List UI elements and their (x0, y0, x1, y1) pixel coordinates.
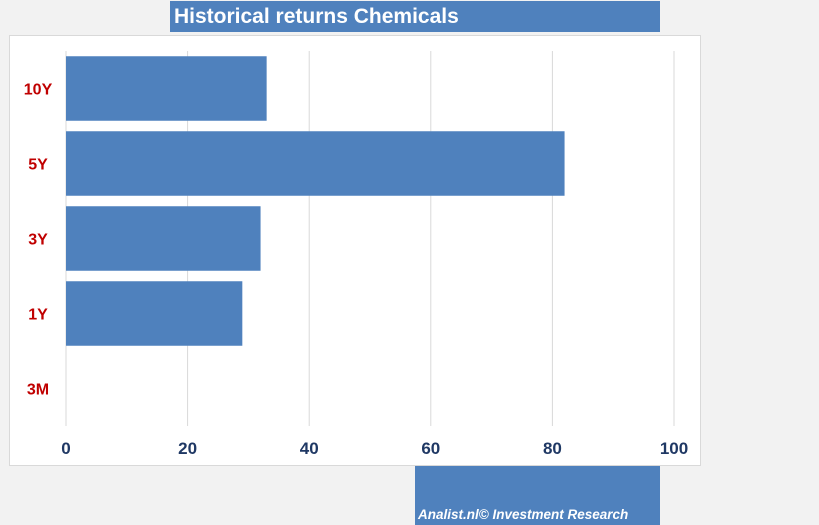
bar-5y (66, 131, 565, 196)
x-tick-label: 20 (178, 439, 197, 458)
bar-chart: 10Y 5Y 3Y 1Y 3M 0 20 40 60 80 100 (24, 51, 688, 458)
bar-10y (66, 56, 267, 121)
x-tick-label: 60 (421, 439, 440, 458)
category-label-1y: 1Y (28, 307, 48, 324)
bars (66, 56, 565, 346)
category-label-3m: 3M (27, 382, 49, 399)
category-label-3y: 3Y (28, 232, 48, 249)
category-label-10y: 10Y (24, 82, 53, 99)
footer-banner: Analist.nl© Investment Research (415, 466, 660, 525)
category-labels: 10Y 5Y 3Y 1Y 3M (24, 82, 53, 399)
footer-credit: Analist.nl© Investment Research (418, 507, 629, 522)
chart-area: 10Y 5Y 3Y 1Y 3M 0 20 40 60 80 100 (9, 35, 701, 466)
bar-1y (66, 281, 243, 346)
x-tick-label: 100 (660, 439, 688, 458)
category-label-5y: 5Y (28, 157, 48, 174)
bar-3y (66, 206, 261, 271)
x-axis-tick-labels: 0 20 40 60 80 100 (61, 439, 688, 458)
x-tick-label: 80 (543, 439, 562, 458)
chart-title: Historical returns Chemicals (170, 1, 660, 32)
x-tick-label: 0 (61, 439, 70, 458)
x-tick-label: 40 (300, 439, 319, 458)
